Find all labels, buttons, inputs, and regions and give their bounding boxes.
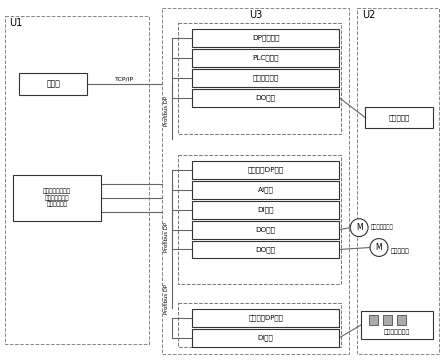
Bar bbox=[178, 23, 341, 134]
Text: DI模块: DI模块 bbox=[257, 206, 274, 213]
Text: Profibus DP: Profibus DP bbox=[164, 96, 169, 126]
Text: 斗壁震动器: 斗壁震动器 bbox=[391, 249, 410, 254]
Bar bbox=[192, 29, 339, 47]
Text: U1: U1 bbox=[9, 18, 22, 28]
Text: 远程子站DP模块: 远程子站DP模块 bbox=[248, 314, 283, 321]
Bar bbox=[192, 241, 339, 258]
Bar bbox=[369, 315, 378, 325]
Text: DI模块: DI模块 bbox=[258, 335, 274, 341]
Bar bbox=[5, 16, 149, 344]
Bar bbox=[192, 69, 339, 87]
Bar bbox=[192, 89, 339, 107]
Bar bbox=[192, 49, 339, 67]
Text: Profibus DP: Profibus DP bbox=[164, 284, 169, 313]
Bar bbox=[357, 8, 439, 354]
Text: 空气炮装置: 空气炮装置 bbox=[388, 114, 409, 121]
Bar bbox=[361, 311, 433, 339]
Text: AI模块: AI模块 bbox=[258, 187, 274, 193]
Text: 联动台操作元件: 联动台操作元件 bbox=[384, 329, 410, 335]
Text: U3: U3 bbox=[249, 10, 262, 20]
Text: U2: U2 bbox=[362, 10, 376, 20]
Bar bbox=[383, 315, 392, 325]
Bar bbox=[192, 181, 339, 199]
Bar bbox=[192, 221, 339, 238]
Bar bbox=[192, 201, 339, 219]
Text: 料斗门位移传感器
料斗称重传感器
堆料检测开关: 料斗门位移传感器 料斗称重传感器 堆料检测开关 bbox=[43, 189, 71, 207]
Bar bbox=[192, 309, 339, 327]
Bar bbox=[178, 303, 341, 347]
Text: 皮带秤: 皮带秤 bbox=[46, 79, 60, 88]
Text: M: M bbox=[356, 223, 362, 232]
Bar bbox=[192, 161, 339, 179]
Text: 远程子站DP模块: 远程子站DP模块 bbox=[248, 167, 284, 173]
Circle shape bbox=[370, 238, 388, 256]
Text: DO模块: DO模块 bbox=[256, 94, 276, 101]
Text: Profibus DP: Profibus DP bbox=[164, 222, 169, 252]
Bar bbox=[163, 8, 349, 354]
Text: 以太网交换机: 以太网交换机 bbox=[253, 75, 279, 81]
Text: TCP/IP: TCP/IP bbox=[115, 76, 134, 81]
Text: 料斗门电液推杆: 料斗门电液推杆 bbox=[371, 225, 394, 230]
Bar bbox=[19, 73, 87, 95]
Bar bbox=[365, 107, 433, 128]
Text: M: M bbox=[376, 243, 382, 252]
Bar bbox=[178, 155, 341, 284]
Bar bbox=[192, 329, 339, 347]
Circle shape bbox=[350, 219, 368, 237]
Text: DO模块: DO模块 bbox=[256, 226, 276, 233]
Text: PLC控制器: PLC控制器 bbox=[253, 55, 279, 61]
Text: DP通讯模块: DP通讯模块 bbox=[252, 35, 280, 41]
Bar bbox=[397, 315, 406, 325]
Text: DO模块: DO模块 bbox=[256, 246, 276, 253]
Bar bbox=[13, 175, 101, 221]
